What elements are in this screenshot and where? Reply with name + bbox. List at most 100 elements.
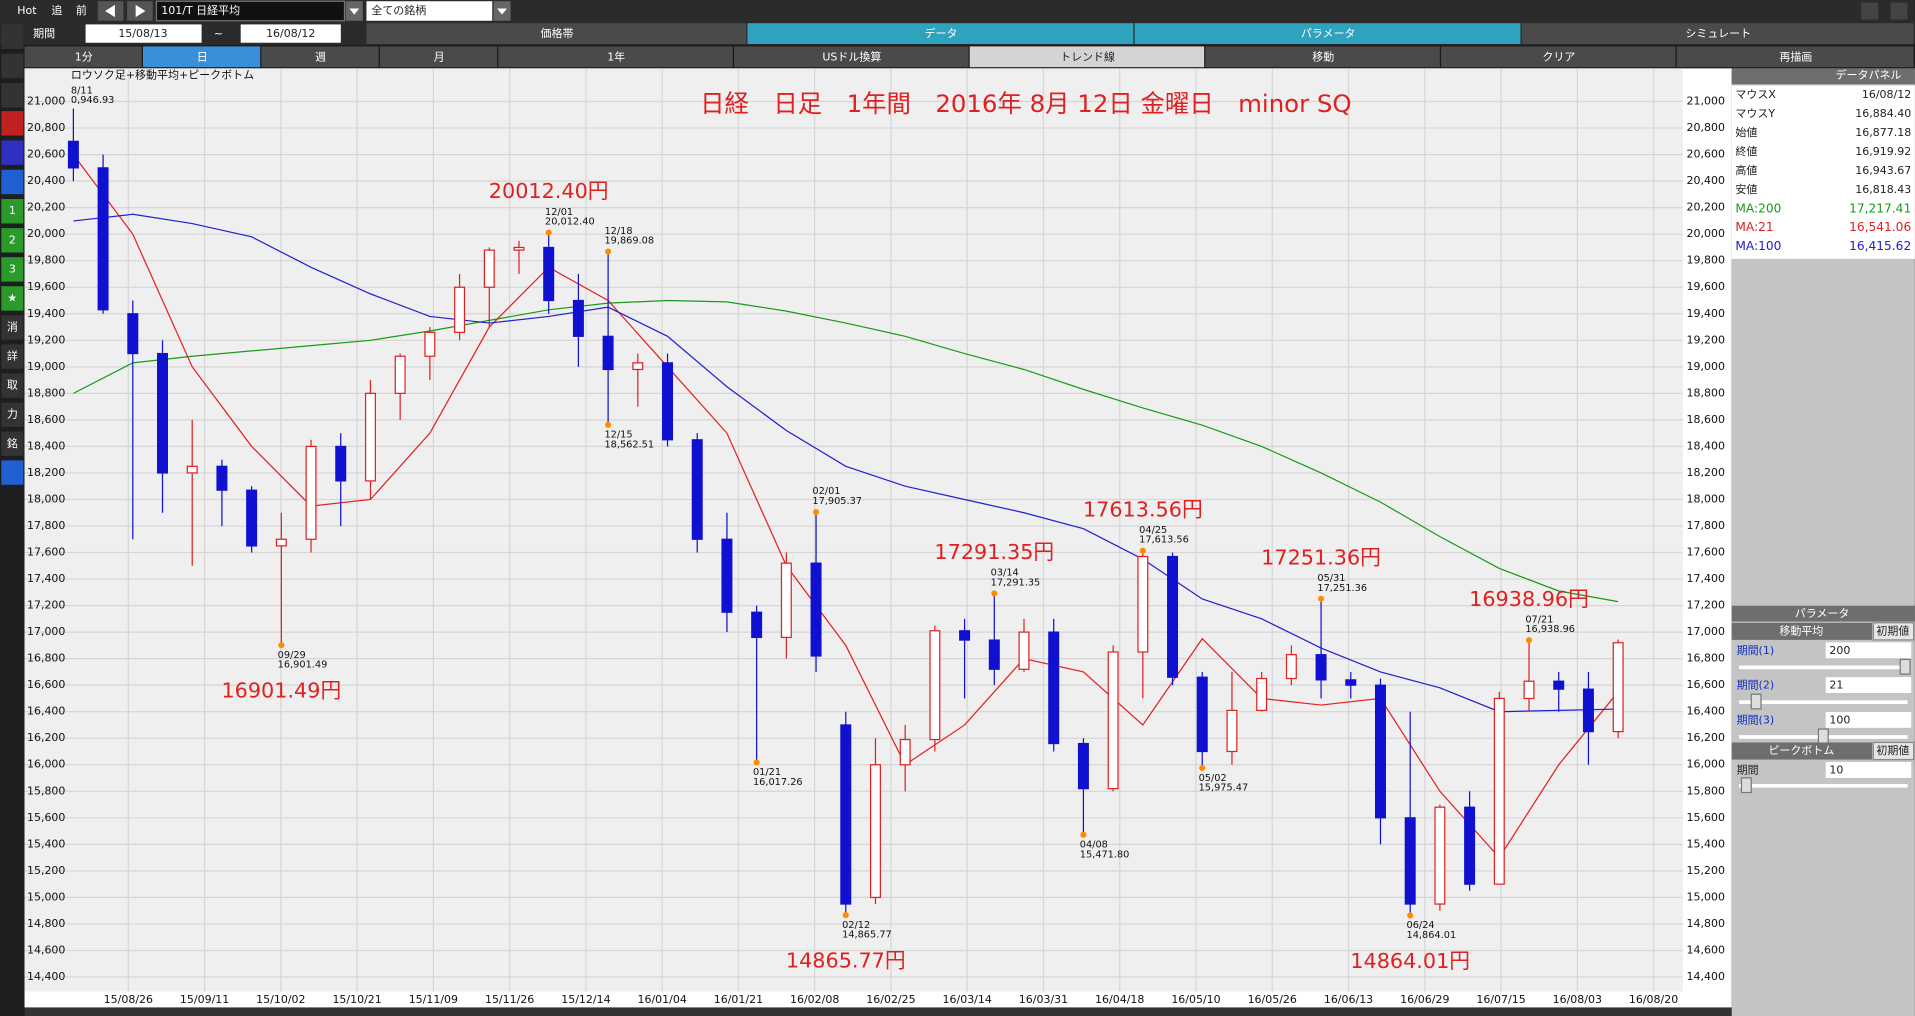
button-label: 1年 bbox=[607, 49, 625, 63]
button[interactable]: 前 bbox=[76, 3, 87, 17]
row-label: マウスY bbox=[1735, 107, 1775, 120]
slider-knob[interactable] bbox=[1817, 728, 1829, 745]
candle-body bbox=[1048, 631, 1060, 745]
button[interactable] bbox=[142, 46, 261, 68]
icon[interactable] bbox=[1, 344, 24, 369]
y-tick-label: 20,200 bbox=[1687, 201, 1725, 214]
icon[interactable] bbox=[1, 228, 24, 253]
button-label: 再描画 bbox=[1779, 49, 1812, 63]
slider-knob[interactable] bbox=[1750, 693, 1762, 710]
button[interactable] bbox=[1441, 46, 1676, 68]
icon[interactable] bbox=[1, 402, 24, 427]
y-tick-label: 15,000 bbox=[27, 890, 65, 903]
flag-icon[interactable] bbox=[1, 169, 24, 195]
icon[interactable] bbox=[1, 199, 24, 224]
tab[interactable] bbox=[1521, 23, 1914, 44]
slider-knob[interactable] bbox=[1740, 777, 1752, 794]
button[interactable] bbox=[379, 46, 498, 68]
peak-value: 14,864.01 bbox=[1407, 930, 1457, 941]
icon[interactable] bbox=[1, 257, 24, 282]
search-icon[interactable] bbox=[1, 24, 24, 49]
camera-icon[interactable] bbox=[1, 83, 24, 108]
icon[interactable] bbox=[1, 315, 24, 340]
param-field[interactable] bbox=[1825, 711, 1912, 728]
y-tick-label: 16,600 bbox=[1687, 678, 1725, 691]
peak-label: 14865.77円 bbox=[786, 949, 906, 973]
peak-marker bbox=[278, 642, 285, 649]
settings-icon[interactable] bbox=[1, 460, 24, 485]
hot[interactable]: Hot bbox=[17, 4, 37, 17]
overview-strip bbox=[24, 1007, 1732, 1016]
icon-label: 取 bbox=[7, 379, 18, 392]
reset-button[interactable] bbox=[1872, 741, 1915, 761]
candle-body bbox=[1285, 654, 1297, 680]
icon[interactable] bbox=[1, 431, 24, 456]
icon[interactable] bbox=[1, 373, 24, 398]
slider-knob[interactable] bbox=[1899, 658, 1911, 675]
button-label: クリア bbox=[1542, 50, 1575, 63]
icon[interactable] bbox=[1, 286, 24, 311]
chart-icon[interactable] bbox=[1, 111, 24, 136]
button[interactable] bbox=[498, 46, 733, 68]
param-label: 期間(3) bbox=[1737, 713, 1775, 726]
peak-marker bbox=[605, 248, 612, 255]
x-tick-label: 16/02/25 bbox=[866, 993, 915, 1006]
tab-label: データ bbox=[925, 26, 958, 40]
peak-date: 12/01 bbox=[545, 207, 573, 218]
y-tick-label: 19,600 bbox=[27, 280, 65, 293]
candle-body bbox=[840, 724, 852, 905]
peak-date: 12/18 bbox=[604, 226, 632, 237]
y-tick-label: 16,400 bbox=[1687, 705, 1725, 718]
button[interactable]: 追 bbox=[51, 3, 62, 17]
window-icon[interactable] bbox=[1861, 2, 1879, 20]
symbol-box[interactable] bbox=[155, 0, 346, 22]
y-tick-label: 14,400 bbox=[27, 970, 65, 983]
candle-body bbox=[454, 286, 466, 333]
y-tick-label: 15,400 bbox=[27, 837, 65, 850]
peak-label: 17291.35円 bbox=[934, 540, 1054, 564]
param-value: 100 bbox=[1829, 713, 1850, 726]
peak-date: 05/02 bbox=[1199, 773, 1227, 784]
y-tick-label: 19,000 bbox=[27, 360, 65, 373]
param-value: 200 bbox=[1829, 644, 1850, 657]
universe-box[interactable] bbox=[366, 1, 493, 21]
button[interactable] bbox=[24, 46, 142, 68]
button[interactable] bbox=[1205, 46, 1440, 68]
param-field[interactable] bbox=[1825, 677, 1912, 694]
peak-date: 02/01 bbox=[812, 486, 840, 497]
candle-body bbox=[127, 313, 139, 355]
tab[interactable] bbox=[1134, 23, 1521, 44]
corner-date: 8/11 bbox=[71, 85, 93, 96]
y-tick-label: 14,600 bbox=[1687, 943, 1725, 956]
reset-button[interactable] bbox=[1872, 622, 1915, 641]
chart-icon[interactable] bbox=[1, 140, 24, 165]
param-label: 期間(2) bbox=[1737, 679, 1775, 692]
section-header bbox=[1731, 742, 1873, 760]
date-box[interactable] bbox=[240, 24, 341, 43]
peak-value: 18,562.51 bbox=[604, 439, 654, 450]
x-tick-label: 16/08/20 bbox=[1629, 993, 1678, 1006]
button[interactable] bbox=[969, 46, 1205, 68]
ma-line bbox=[72, 154, 1619, 859]
peak-date: 06/24 bbox=[1407, 920, 1435, 931]
period-buttons: 1分 日 週 月 1年 USドル換算 トレンド線 移動 クリア 再描画 bbox=[24, 46, 1914, 68]
peak-marker bbox=[1525, 637, 1533, 644]
y-tick-label: 14,800 bbox=[1687, 917, 1725, 930]
button[interactable] bbox=[261, 46, 379, 68]
param-field[interactable] bbox=[1825, 762, 1912, 778]
button[interactable] bbox=[734, 46, 969, 68]
candle-body bbox=[186, 465, 198, 474]
window-icon[interactable] bbox=[1890, 2, 1908, 20]
date-box[interactable] bbox=[85, 24, 202, 43]
candle-body bbox=[572, 299, 584, 337]
row-label: 高値 bbox=[1735, 163, 1757, 177]
param-field[interactable] bbox=[1825, 642, 1912, 659]
tab[interactable] bbox=[747, 23, 1134, 44]
y-tick-label: 20,200 bbox=[27, 201, 65, 214]
y-tick-label: 18,000 bbox=[27, 492, 65, 505]
tab[interactable] bbox=[366, 23, 747, 44]
add-icon[interactable] bbox=[1, 53, 24, 79]
button[interactable] bbox=[1676, 46, 1914, 68]
